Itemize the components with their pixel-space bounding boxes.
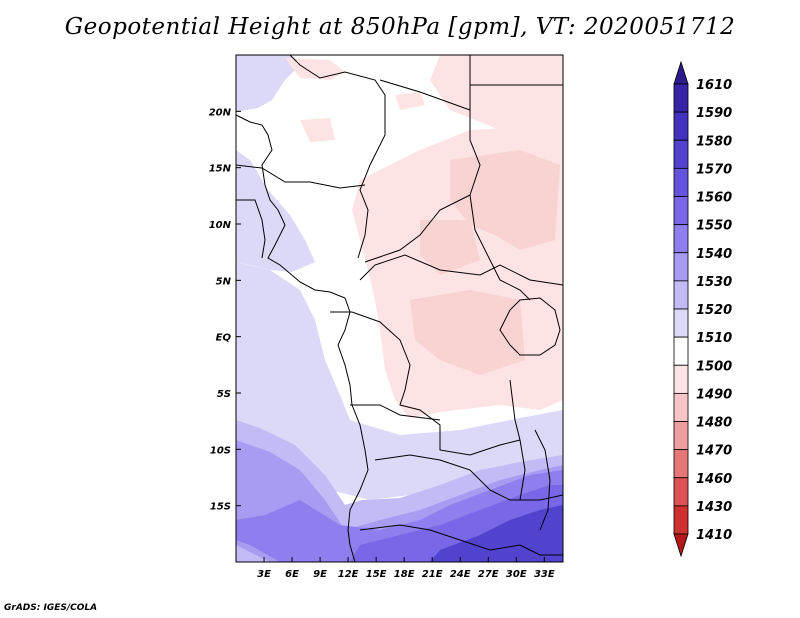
colorbar-label: 1480 (696, 416, 732, 431)
colorbar-label: 1610 (696, 78, 732, 93)
x-tick-label: 21E (422, 569, 443, 580)
region-central-africa-pink (410, 150, 560, 375)
colorbar-label: 1530 (696, 275, 732, 290)
colorbar-label: 1490 (696, 387, 732, 402)
map-title: Geopotential Height at 850hPa [gpm], VT:… (64, 14, 736, 40)
y-tick-label: EQ (216, 333, 232, 344)
x-tick-label: 6E (285, 569, 299, 580)
colorbar-label: 1460 (696, 472, 732, 487)
y-tick-label: 5S (217, 389, 231, 400)
colorbar-label: 1570 (696, 162, 732, 177)
region-southern-africa-deepest-blue (430, 505, 563, 562)
x-tick-label: 12E (338, 569, 359, 580)
footer-credit: GrADS: IGES/COLA (4, 603, 98, 613)
colorbar-swatch (673, 280, 689, 310)
colorbar-swatch (673, 421, 689, 451)
y-axis-ticks: 20N 15N 10N 5N EQ 5S 10S 15S (209, 107, 241, 513)
colorbar-swatch (673, 477, 689, 507)
x-tick-label: 3E (257, 569, 271, 580)
colorbar-bottom-arrow (673, 533, 689, 558)
colorbar-label: 1430 (696, 500, 732, 515)
x-tick-label: 33E (534, 569, 555, 580)
colorbar-swatch (673, 364, 689, 394)
x-tick-label: 15E (366, 569, 387, 580)
colorbar-label: 1520 (696, 303, 732, 318)
y-tick-label: 15N (209, 164, 232, 175)
colorbar-swatch (673, 139, 689, 169)
x-tick-label: 9E (313, 569, 327, 580)
region-sahara-pink (285, 55, 563, 142)
region-northwest-coast-blue (236, 150, 315, 272)
coastlines (235, 54, 564, 563)
x-tick-label: 30E (506, 569, 527, 580)
colorbar-swatch (673, 449, 689, 479)
colorbar-label: 1560 (696, 191, 732, 206)
colorbar: 1610 1590 1580 1570 1560 1550 1540 1530 1520 1510… (673, 60, 732, 558)
region-gulf-of-guinea-blue (236, 262, 563, 500)
colorbar-label: 1590 (696, 106, 732, 121)
y-tick-label: 20N (209, 107, 232, 118)
colorbar-swatch (673, 196, 689, 226)
colorbar-swatch (673, 167, 689, 197)
region-north-light-blue (236, 55, 300, 112)
height-field (236, 55, 563, 562)
x-axis-ticks: 3E 6E 9E 12E 15E 18E 21E 24E 27E 30E 33E (257, 557, 555, 580)
colorbar-label: 1410 (696, 528, 732, 543)
colorbar-swatch (673, 83, 689, 113)
colorbar-swatch (673, 392, 689, 422)
colorbar-swatch (673, 505, 689, 535)
colorbar-label: 1540 (696, 247, 732, 262)
colorbar-swatch (673, 336, 689, 366)
colorbar-label: 1470 (696, 444, 732, 459)
colorbar-top-arrow (673, 60, 689, 85)
colorbar-swatch (673, 252, 689, 282)
colorbar-swatch (673, 224, 689, 254)
colorbar-label: 1580 (696, 134, 732, 149)
x-tick-label: 24E (450, 569, 471, 580)
colorbar-label: 1500 (696, 359, 732, 374)
colorbar-swatch (673, 308, 689, 338)
y-tick-label: 5N (216, 276, 232, 287)
y-tick-label: 10S (210, 445, 231, 456)
y-tick-label: 15S (210, 502, 231, 513)
colorbar-label: 1510 (696, 331, 732, 346)
y-tick-label: 10N (209, 220, 232, 231)
x-tick-label: 27E (478, 569, 499, 580)
colorbar-swatch (673, 111, 689, 141)
colorbar-label: 1550 (696, 219, 732, 234)
x-tick-label: 18E (394, 569, 415, 580)
map-frame (235, 54, 564, 563)
